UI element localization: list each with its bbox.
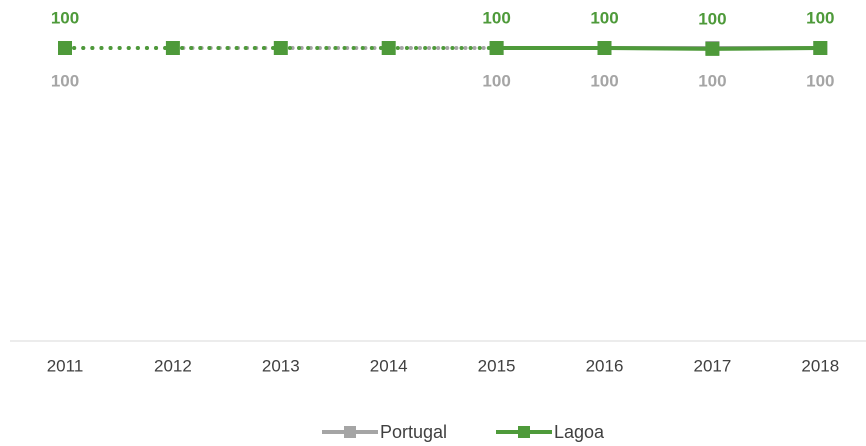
marker (813, 41, 828, 55)
data-label: 100 (698, 9, 726, 28)
x-tick-label: 2015 (478, 356, 516, 375)
marker (58, 41, 72, 55)
x-tick-label: 2013 (262, 356, 300, 375)
x-tick-label: 2011 (47, 356, 84, 375)
x-tick-label: 2016 (586, 356, 624, 375)
x-tick-label: 2014 (370, 356, 408, 375)
data-label: 100 (590, 71, 618, 90)
legend-label: Portugal (380, 422, 447, 442)
data-label: 100 (482, 8, 510, 27)
x-tick-label: 2017 (693, 356, 731, 375)
marker (597, 41, 612, 55)
legend-label: Lagoa (554, 422, 605, 442)
marker (381, 41, 396, 55)
x-tick-label: 2012 (154, 356, 192, 375)
data-label: 100 (806, 8, 834, 27)
data-label: 100 (482, 71, 510, 90)
data-label: 100 (590, 8, 618, 27)
data-label: 100 (698, 71, 726, 90)
legend-marker (518, 426, 530, 438)
marker (489, 41, 504, 55)
line-segment (710, 46, 823, 51)
data-label: 100 (51, 71, 79, 90)
legend-marker (344, 426, 356, 438)
marker (273, 41, 288, 55)
line-segment (602, 46, 715, 51)
marker (705, 41, 720, 56)
data-label: 100 (51, 8, 79, 27)
marker (165, 41, 180, 55)
x-tick-label: 2018 (801, 356, 839, 375)
data-label: 100 (806, 71, 834, 90)
